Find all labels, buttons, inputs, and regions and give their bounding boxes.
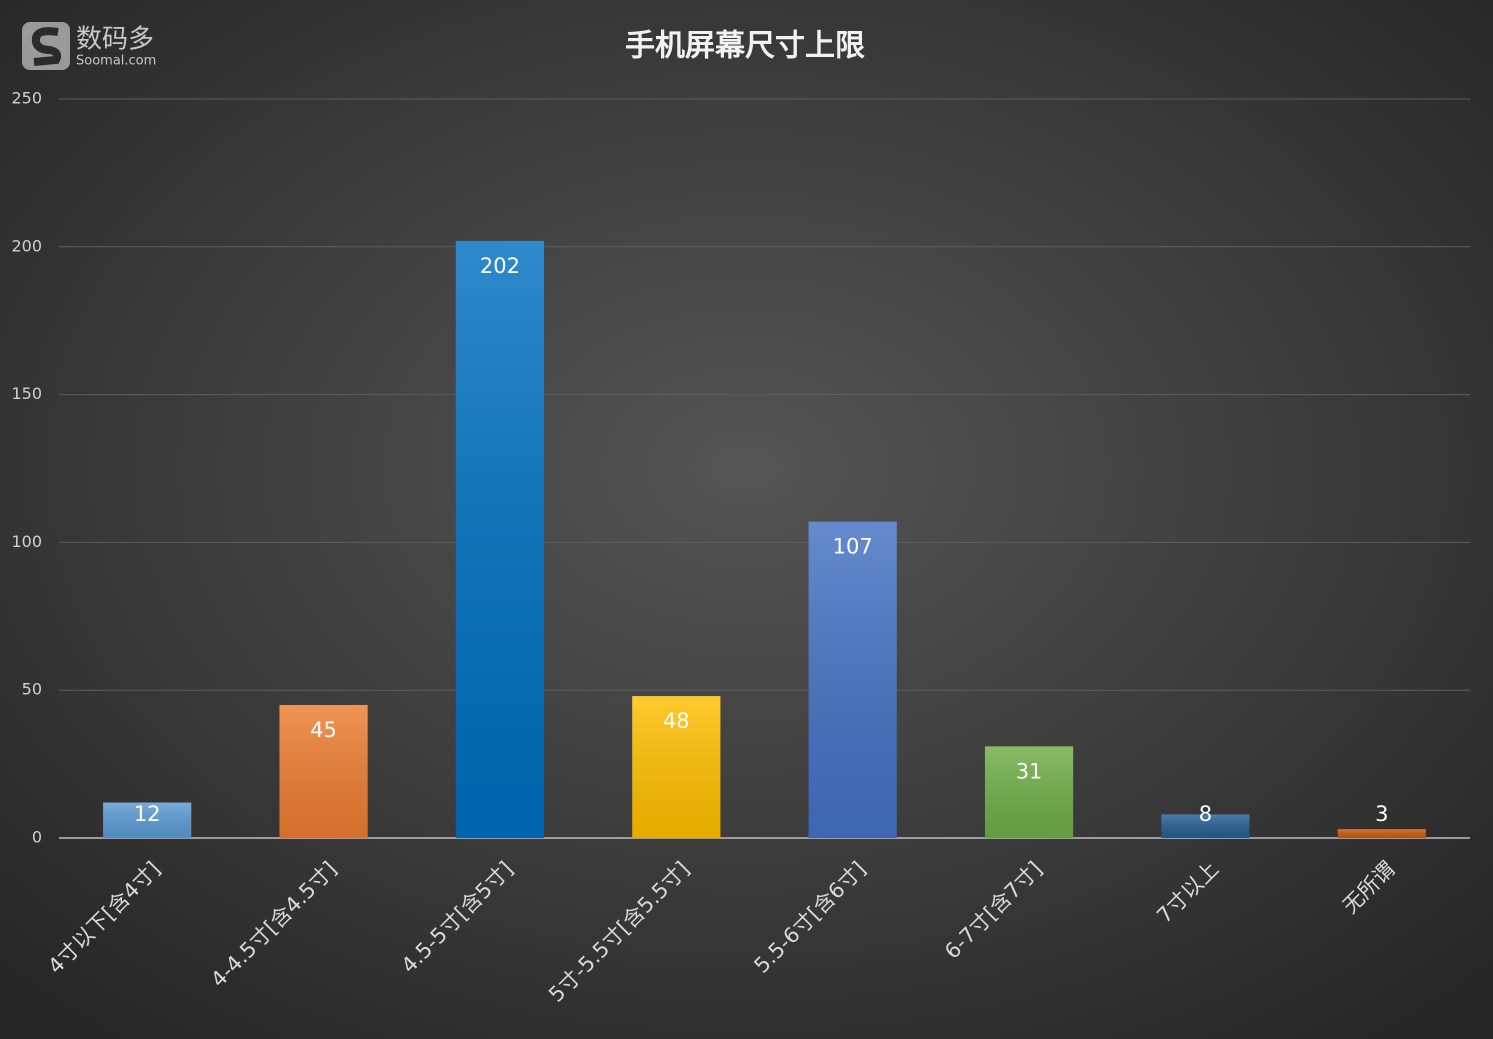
bar-shade [632,696,721,838]
y-tick-label: 0 [32,828,42,847]
y-tick-label: 50 [22,680,42,699]
logo-site: Soomal.com [76,54,156,69]
data-label: 48 [663,709,690,733]
bar-shade [1161,814,1250,838]
y-tick-label: 200 [11,236,42,255]
chart-title: 手机屏幕尺寸上限 [625,29,865,64]
logo-s [31,27,62,66]
data-label: 8 [1199,802,1212,826]
data-label: 12 [134,802,161,826]
data-label: 107 [833,535,873,559]
y-tick-label: 100 [11,532,42,551]
bar-shade [1337,829,1426,838]
bar-shade [103,802,192,838]
logo-name: 数码多 [76,25,154,55]
bar-shade [808,521,897,838]
data-label: 3 [1375,802,1388,826]
data-label: 45 [310,718,337,742]
y-tick-label: 250 [11,89,42,108]
logo: 数码多 Soomal.com [22,22,156,70]
bar-shade [984,746,1074,838]
data-label: 202 [480,254,520,278]
bar-shade [279,704,368,838]
y-tick-label: 150 [11,384,42,403]
bar-shade [455,240,545,838]
data-label: 31 [1016,759,1043,783]
